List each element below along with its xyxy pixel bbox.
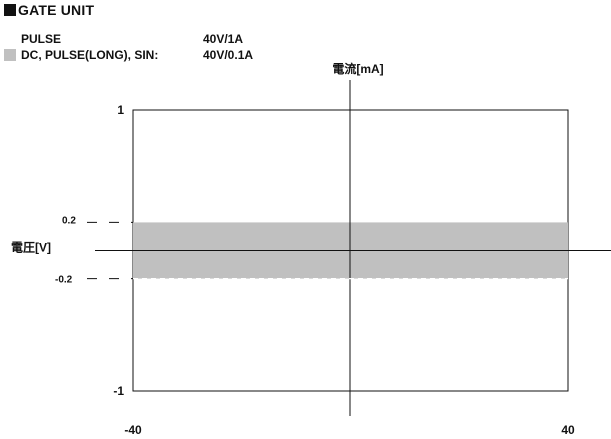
y-tick-label: -1 (113, 384, 124, 398)
page-title: GATE UNIT (4, 2, 94, 18)
y-axis-label: 電流[mA] (332, 61, 383, 76)
title-text: GATE UNIT (18, 2, 95, 18)
legend-swatch (4, 49, 16, 61)
x-tick-label: 40 (561, 423, 575, 437)
legend-row-pulse-label: PULSE (21, 32, 62, 46)
title-square-icon (4, 4, 16, 16)
y-tick-label: 1 (117, 103, 124, 117)
legend-row-dc-value: 40V/0.1A (203, 48, 254, 62)
x-axis-label: 電圧[V] (11, 241, 51, 255)
x-tick-label: -40 (124, 423, 142, 437)
band-tick-label: -0.2 (55, 275, 73, 286)
legend-row-dc-label: DC, PULSE(LONG), SIN: (21, 48, 159, 62)
legend-row-pulse-value: 40V/1A (203, 32, 244, 46)
band-tick-label: 0.2 (62, 215, 76, 226)
